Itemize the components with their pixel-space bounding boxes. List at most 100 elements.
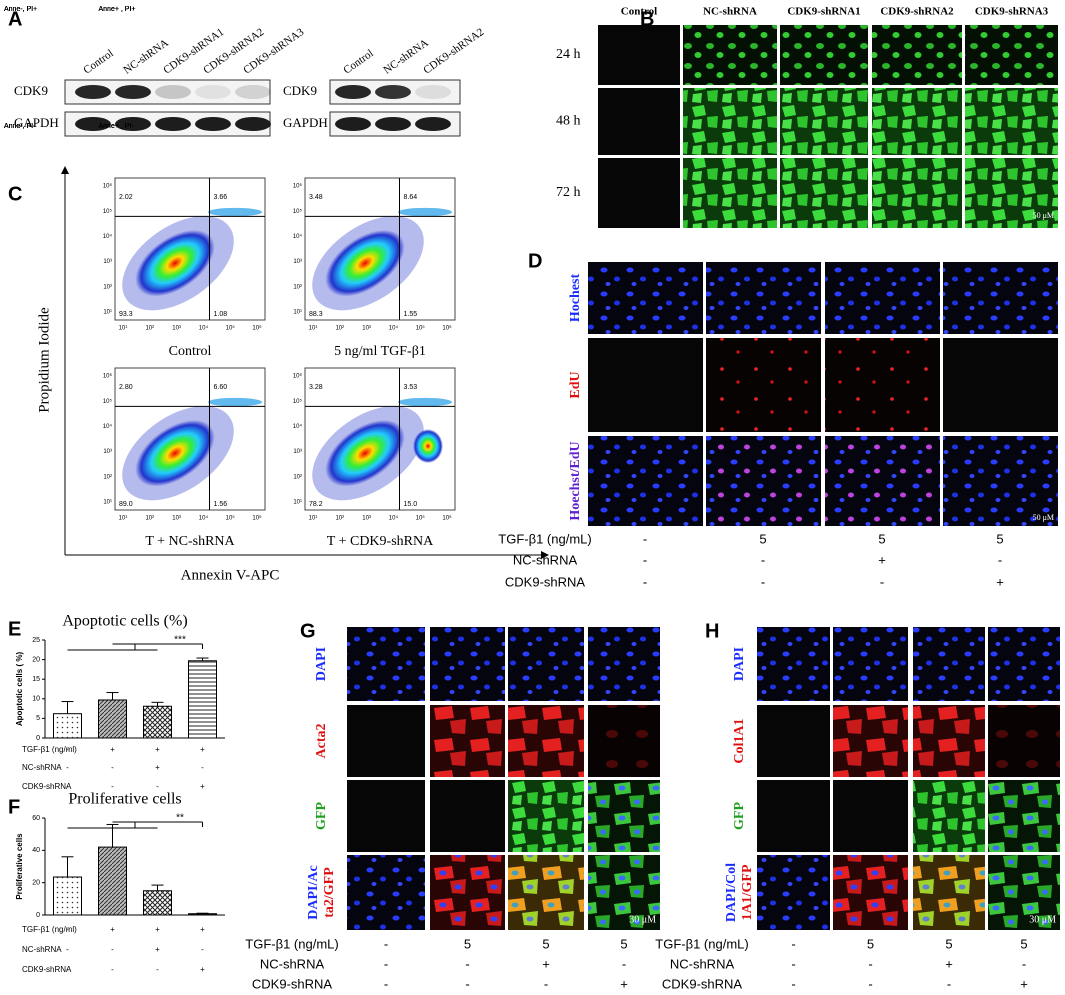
blot-band [235, 117, 271, 131]
micrograph [780, 25, 868, 85]
condition-value: - [156, 965, 159, 974]
micrograph [872, 158, 962, 228]
blot-band [235, 85, 271, 99]
y-tick-label: 10⁵ [103, 398, 113, 405]
y-tick-label: 10⁶ [103, 373, 113, 380]
y-tick-label: 10⁴ [103, 423, 113, 430]
scale-bar-label: 50 μM [1033, 211, 1054, 220]
condition-value: 5 [1020, 936, 1027, 951]
quadrant-label: Anne-, PI+ [4, 6, 37, 13]
row-label: 24 h [556, 47, 581, 62]
x-tick-label: 10⁴ [389, 325, 399, 332]
x-tick-label: 10⁵ [226, 325, 236, 332]
condition-label: NC-shRNA [22, 763, 62, 772]
micrograph [757, 780, 830, 852]
y-tick-label: 10⁵ [103, 208, 113, 215]
x-tick-label: 10⁴ [389, 515, 399, 522]
panel-letter: G [300, 620, 316, 642]
blot-band [195, 117, 231, 131]
x-tick-label: 10⁶ [252, 325, 262, 332]
quadrant-value: 3.53 [404, 384, 418, 391]
blot-row-label: GAPDH [283, 115, 328, 130]
micrograph [588, 627, 660, 701]
condition-value: - [998, 552, 1002, 567]
row-label: DAPI/Ac [306, 865, 321, 919]
condition-value: 5 [878, 531, 885, 546]
blot-band [335, 117, 371, 131]
x-tick-label: 10⁵ [226, 515, 236, 522]
x-tick-label: 10⁴ [199, 325, 209, 332]
y-tick-label: 10³ [103, 259, 112, 265]
condition-value: 5 [945, 936, 952, 951]
blot-band [75, 117, 111, 131]
condition-label: NC-shRNA [22, 945, 62, 954]
scatter-band [398, 207, 452, 217]
micrograph [347, 855, 425, 930]
panel-letter: D [528, 250, 542, 272]
quadrant-value: 2.02 [119, 194, 133, 201]
condition-value: - [384, 936, 388, 951]
lane-label: CDK9-shRNA2 [421, 26, 486, 76]
x-tick-label: 10⁶ [442, 325, 452, 332]
y-tick-label: 10³ [293, 449, 302, 455]
row-label: EdU [568, 371, 583, 398]
scatter-density [135, 229, 215, 297]
micrograph [683, 158, 777, 228]
micrograph [588, 338, 703, 432]
x-tick-label: 10³ [172, 516, 181, 522]
condition-value: - [384, 956, 388, 971]
condition-value: - [622, 956, 626, 971]
x-tick-label: 10³ [362, 516, 371, 522]
condition-value: - [111, 965, 114, 974]
quadrant-label: Anne+ , PI+ [99, 6, 136, 13]
micrograph [508, 855, 584, 930]
micrograph [706, 436, 821, 526]
y-axis-title: Apoptotic cells ( %) [15, 652, 24, 727]
micrograph [833, 855, 908, 930]
condition-value: - [791, 976, 795, 991]
lane-label: Control [81, 47, 115, 76]
bar [188, 913, 217, 916]
condition-value: - [111, 945, 114, 954]
x-tick-label: 10⁶ [252, 515, 262, 522]
plot-caption: T + NC-shRNA [145, 534, 235, 549]
row-label: 1A1/GFP [740, 864, 755, 920]
condition-value: - [761, 552, 765, 567]
row-label: DAPI [732, 647, 747, 681]
micrograph [588, 705, 660, 777]
blot-band [415, 117, 451, 131]
condition-value: - [66, 965, 69, 974]
x-tick-label: 10² [335, 326, 344, 332]
y-tick-label: 10⁶ [293, 183, 303, 190]
micrograph [825, 338, 940, 432]
column-label: NC-shRNA [703, 6, 757, 18]
micrograph [780, 158, 868, 228]
bar [53, 876, 82, 916]
micrograph [683, 25, 777, 85]
micrograph [913, 627, 985, 701]
condition-value: - [761, 574, 765, 589]
y-tick-label: 10⁵ [293, 398, 303, 405]
x-tick-label: 10⁶ [442, 515, 452, 522]
condition-value: + [110, 925, 115, 934]
quadrant-label: Anne-, PI+ [4, 6, 37, 13]
blot-row-label: CDK9 [14, 83, 48, 98]
micrograph [508, 780, 584, 852]
y-tick-label: 10⁵ [293, 208, 303, 215]
column-label: CDK9-shRNA3 [975, 6, 1049, 18]
micrograph [508, 705, 584, 777]
y-tick-label: 10¹ [293, 500, 302, 506]
micrograph [965, 88, 1058, 155]
condition-value: + [1020, 976, 1028, 991]
row-label: Col1A1 [732, 718, 747, 763]
micrograph [430, 780, 505, 852]
micrograph [825, 262, 940, 334]
y-tick-label: 20 [32, 656, 40, 663]
significance-label: *** [174, 635, 186, 646]
scale-bar-label: 30 μM [1029, 914, 1056, 925]
panel-letter: H [705, 620, 719, 642]
quadrant-value: 15.0 [404, 501, 418, 508]
condition-value: 5 [620, 936, 627, 951]
quadrant-label: Anne-, PI+ [4, 6, 37, 13]
